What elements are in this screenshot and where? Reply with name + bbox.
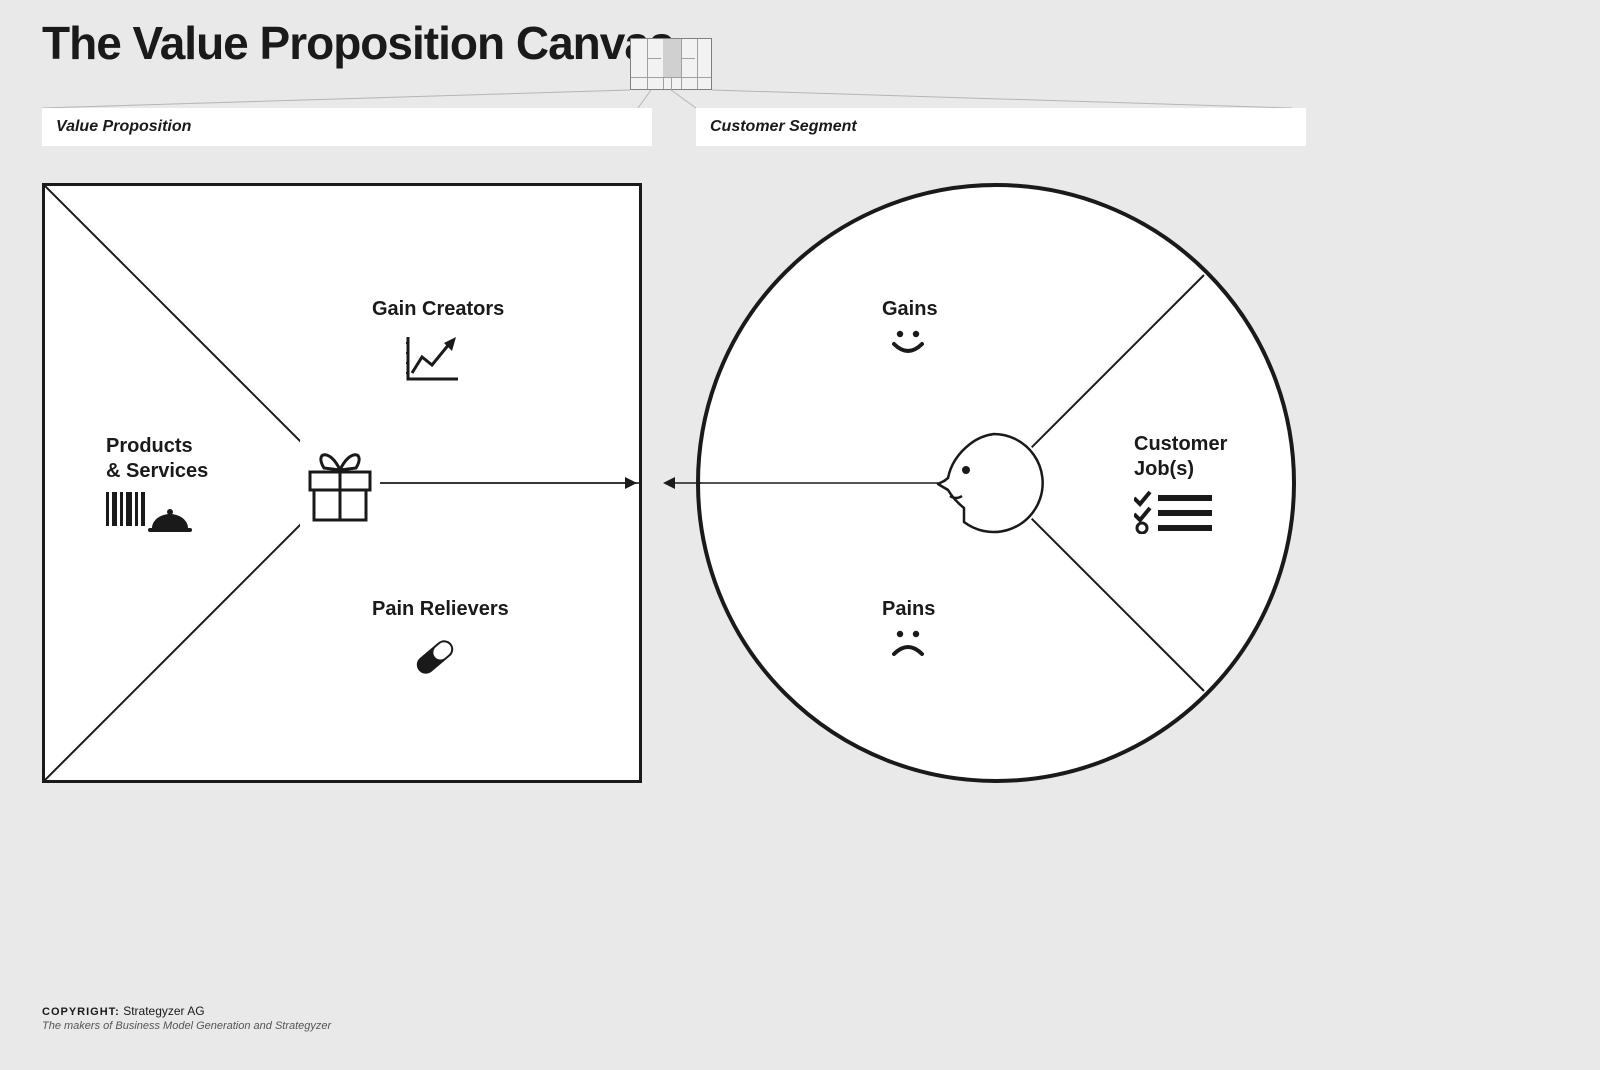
- frown-icon: [890, 628, 926, 658]
- products-services-label: Products & Services: [106, 434, 208, 484]
- gains-label: Gains: [882, 298, 938, 321]
- pill-icon: [410, 632, 460, 682]
- gift-icon: [300, 440, 380, 528]
- face-profile-icon: [936, 430, 1048, 536]
- pains-label: Pains: [882, 598, 935, 621]
- checklist-icon: [1134, 490, 1214, 534]
- pain-relievers-label: Pain Relievers: [372, 598, 509, 621]
- smile-icon: [890, 328, 926, 358]
- gain-creators-label: Gain Creators: [372, 298, 504, 321]
- value-proposition-canvas: The Value Proposition Canvas Value Propo…: [0, 0, 1600, 1070]
- barcode-cloche-icon: [106, 492, 192, 536]
- copyright-label: COPYRIGHT:: [42, 1006, 120, 1018]
- connector-arrow: [375, 468, 701, 498]
- copyright-tagline: The makers of Business Model Generation …: [42, 1020, 331, 1032]
- copyright-block: COPYRIGHT: Strategyzer AG The makers of …: [42, 1004, 331, 1032]
- customer-segment-label: Customer Segment: [696, 108, 1306, 146]
- chart-up-icon: [406, 335, 462, 383]
- bmc-thumbnail-icon: [630, 38, 712, 90]
- customer-jobs-label: Customer Job(s): [1134, 432, 1227, 482]
- copyright-owner: Strategyzer AG: [123, 1004, 204, 1018]
- page-title: The Value Proposition Canvas: [42, 16, 674, 70]
- value-proposition-label: Value Proposition: [42, 108, 652, 146]
